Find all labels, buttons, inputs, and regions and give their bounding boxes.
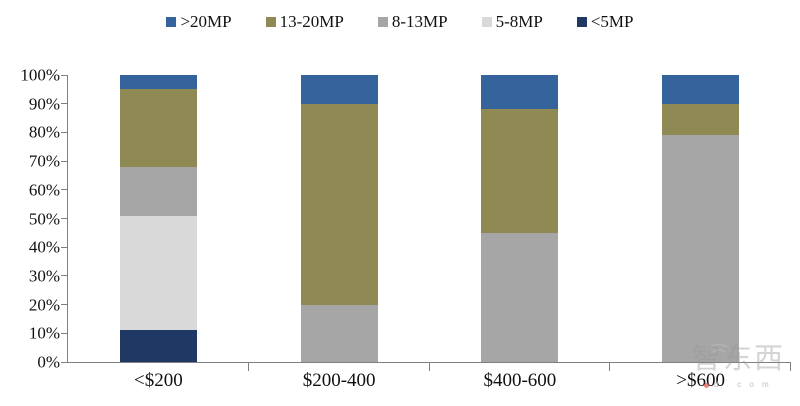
y-axis-tick-label: 80% [28,122,60,142]
legend-label: 8-13MP [391,12,448,31]
legend-label: <5MP [590,12,634,31]
bar-segment-8-13MP [662,135,740,362]
legend-swatch-icon [166,16,177,27]
bar-segment-8-13MP [300,304,378,362]
bar->$600 [662,75,740,362]
legend-swatch-icon [576,16,587,27]
legend-item->20MP: >20MP [166,11,232,32]
legend-label: >20MP [180,12,232,31]
y-axis-tick-label: 100% [20,65,60,85]
bar-segment->20MP [300,75,378,104]
bar-segment->20MP [662,75,740,104]
y-axis-tick-label: 60% [28,180,60,200]
bar-segment->20MP [481,75,559,110]
bar-$400-600 [481,75,559,362]
y-axis-tick [61,304,67,306]
bar-segment-8-13MP [119,166,197,216]
y-axis-tick [61,131,67,133]
y-axis-tick-label: 90% [28,94,60,114]
bar-$200-400 [300,75,378,362]
y-axis-tick-label: 50% [28,209,60,228]
x-axis-category-label: $200-400 [302,370,376,391]
bar-segment->20MP [119,75,197,90]
y-axis-tick [61,246,67,248]
y-axis-tick [61,74,67,76]
legend-item-5-8MP: 5-8MP [481,11,543,32]
bar-segment-13-20MP [481,109,559,233]
x-axis-category-label: $400-600 [483,370,557,391]
bar-segment-13-20MP [662,103,740,136]
bar-<$200 [119,75,197,362]
y-axis-tick [61,218,67,219]
legend-swatch-icon [377,16,388,27]
y-axis-tick-label: 40% [28,237,60,257]
legend-item-13-20MP: 13-20MP [265,11,344,32]
plot-area: 0% 10% 20% 30% 40% 50% 60% 70% 80% 90% 100% <$200 $2… [20,67,791,391]
y-axis-tick [61,103,67,105]
y-axis-tick [61,189,67,191]
y-axis-tick [61,160,67,162]
x-axis-category-label: <$200 [134,370,183,391]
x-axis-tick [428,363,430,371]
bar-segment-5-8MP [119,215,197,331]
y-axis-tick [61,332,67,334]
legend-label: 5-8MP [495,12,543,31]
y-axis-tick-label: 10% [28,323,60,343]
legend-swatch-icon [265,16,276,27]
y-axis-tick-label: 30% [28,266,60,286]
x-axis-tick [790,363,791,371]
bar-segment-13-20MP [119,89,197,167]
legend-swatch-icon [481,16,492,27]
y-axis-tick [61,275,67,277]
x-axis-category-label: >$600 [676,370,725,391]
chart-legend: >20MP 13-20MP 8-13MP 5-8MP <5MP [0,11,800,32]
legend-item-8-13MP: 8-13MP [377,11,448,32]
y-axis-tick-label: 0% [37,352,60,372]
x-axis-tick [247,363,249,371]
bar-segment-13-20MP [300,103,378,305]
bar-segment-8-13MP [481,232,559,362]
legend-item-<5MP: <5MP [576,11,634,32]
bar-segment-<5MP [119,330,197,362]
y-axis-tick [61,361,67,363]
y-axis-tick-label: 70% [28,151,60,171]
legend-label: 13-20MP [279,12,344,31]
y-axis-tick-label: 20% [28,295,60,315]
x-axis-tick [609,363,611,371]
